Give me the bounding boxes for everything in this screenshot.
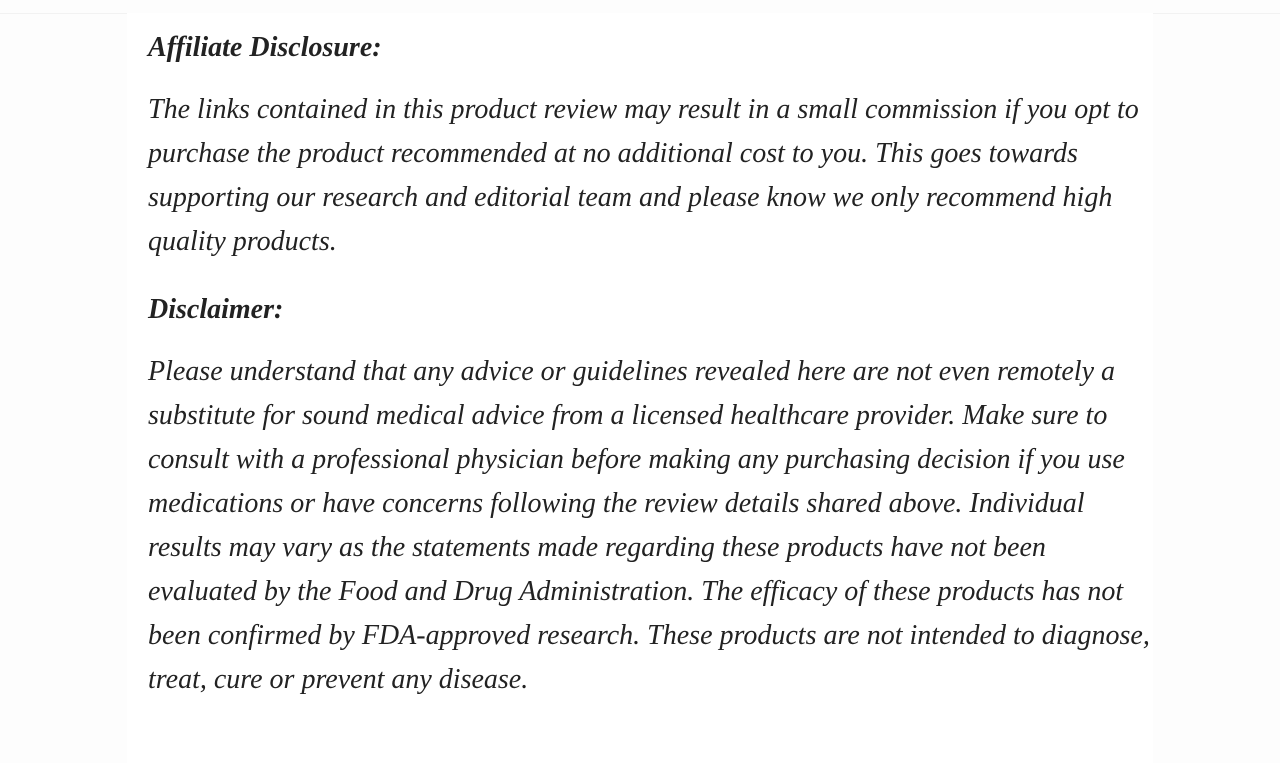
disclaimer-paragraph: Please understand that any advice or gui… [148, 356, 1150, 695]
affiliate-disclosure-heading: Affiliate Disclosure: [148, 32, 382, 63]
article-content: Affiliate Disclosure: The links containe… [127, 13, 1153, 763]
disclaimer-section: Disclaimer: Please understand that any a… [148, 288, 1153, 702]
disclaimer-heading: Disclaimer: [148, 294, 284, 325]
affiliate-disclosure-section: Affiliate Disclosure: The links containe… [148, 26, 1153, 264]
affiliate-disclosure-paragraph: The links contained in this product revi… [148, 94, 1139, 257]
